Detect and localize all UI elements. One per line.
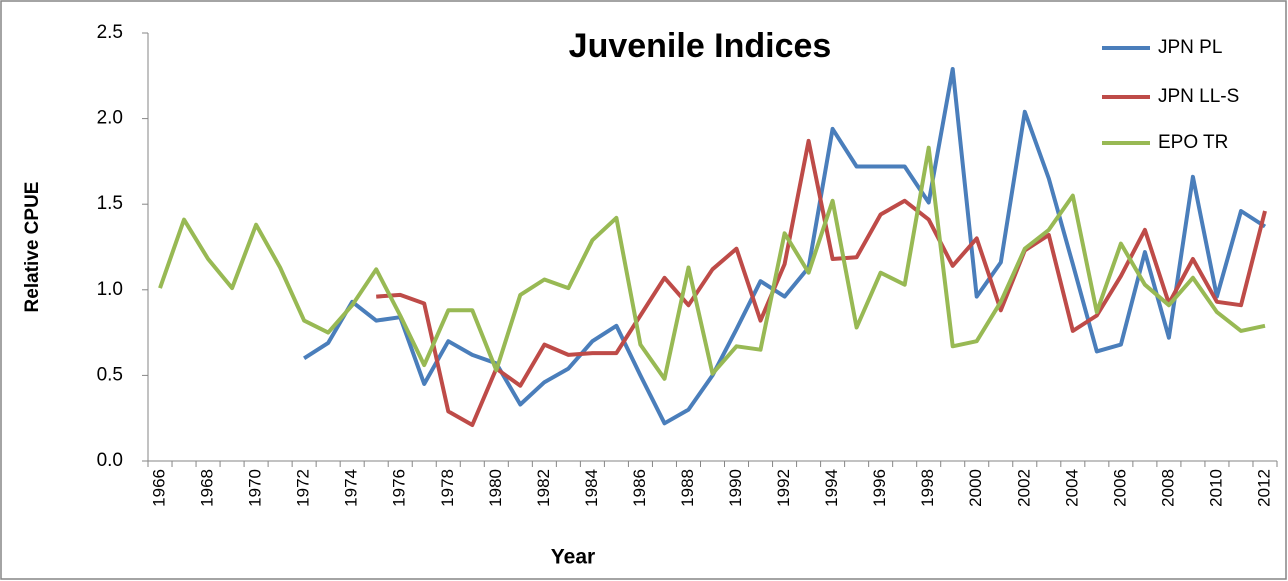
x-tick-label: 1984: [582, 469, 601, 507]
series-line: [158, 145, 1266, 381]
x-tick-label: 2010: [1206, 469, 1225, 507]
x-tick-label: 2004: [1062, 469, 1081, 507]
x-tick-label: 2008: [1158, 469, 1177, 507]
x-tick-label: 1974: [342, 469, 361, 507]
legend-label: JPN PL: [1158, 37, 1222, 58]
x-tick-label: 1990: [726, 469, 745, 507]
x-tick-label: 2002: [1014, 469, 1033, 507]
y-tick-label: 2.5: [97, 22, 123, 43]
x-tick-label: 1998: [918, 469, 937, 507]
x-tick-label: 2006: [1110, 469, 1129, 507]
x-tick-label: 1966: [149, 469, 168, 507]
x-tick-label: 1982: [534, 469, 553, 507]
x-tick-label: 1986: [630, 469, 649, 507]
y-tick-label: 0.5: [97, 364, 123, 385]
series-line: [376, 138, 1267, 427]
series-line: [303, 67, 1267, 426]
y-tick-label: 1.5: [97, 193, 123, 214]
legend-label: JPN LL-S: [1158, 86, 1239, 107]
y-tick-label: 2.0: [97, 108, 123, 129]
x-tick-label: 1992: [774, 469, 793, 507]
y-tick-label: 0.0: [97, 450, 123, 471]
x-tick-label: 1994: [822, 469, 841, 507]
y-axis-title: Relative CPUE: [22, 182, 43, 313]
x-tick-label: 1996: [870, 469, 889, 507]
legend-label: EPO TR: [1158, 132, 1228, 153]
x-tick-label: 1972: [294, 469, 313, 507]
x-axis-title: Year: [551, 546, 595, 569]
x-tick-label: 1988: [678, 469, 697, 507]
x-tick-label: 1968: [198, 469, 217, 507]
x-tick-label: 1978: [438, 469, 457, 507]
x-tick-label: 2000: [966, 469, 985, 507]
x-tick-label: 1980: [486, 469, 505, 507]
y-tick-label: 1.0: [97, 279, 123, 300]
x-tick-label: 1976: [390, 469, 409, 507]
chart-title: Juvenile Indices: [569, 27, 832, 65]
x-tick-label: 1970: [246, 469, 265, 507]
x-tick-label: 2012: [1254, 469, 1273, 507]
